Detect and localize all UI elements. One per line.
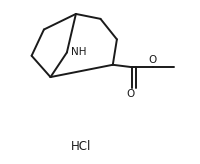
Text: O: O [126, 89, 134, 99]
Text: O: O [148, 55, 156, 65]
Text: HCl: HCl [70, 140, 91, 153]
Text: NH: NH [71, 47, 86, 57]
